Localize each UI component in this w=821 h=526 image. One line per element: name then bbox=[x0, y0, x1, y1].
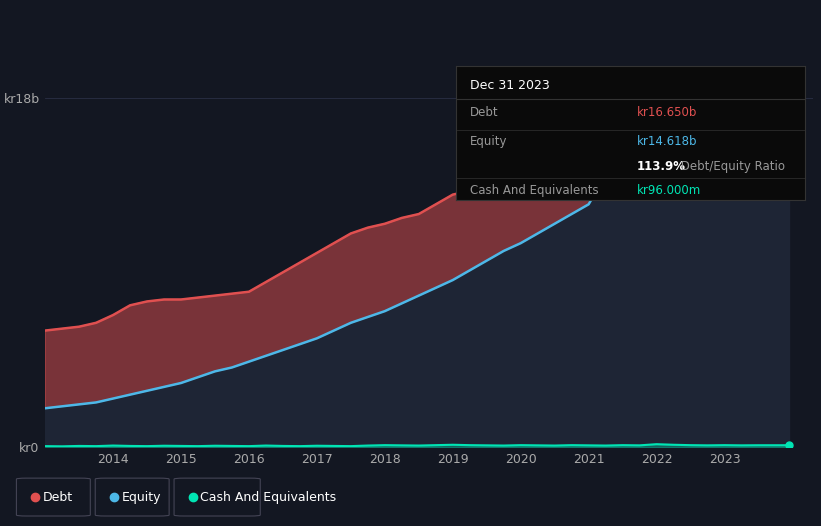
Text: kr16.650b: kr16.650b bbox=[637, 106, 698, 119]
Text: kr96.000m: kr96.000m bbox=[637, 184, 701, 197]
Text: kr14.618b: kr14.618b bbox=[637, 136, 698, 148]
Text: Cash And Equivalents: Cash And Equivalents bbox=[470, 184, 599, 197]
Text: Dec 31 2023: Dec 31 2023 bbox=[470, 79, 549, 92]
Text: Equity: Equity bbox=[122, 491, 161, 503]
Text: Equity: Equity bbox=[470, 136, 507, 148]
Text: Debt: Debt bbox=[43, 491, 72, 503]
Text: Debt/Equity Ratio: Debt/Equity Ratio bbox=[677, 160, 785, 173]
Text: Cash And Equivalents: Cash And Equivalents bbox=[200, 491, 337, 503]
Text: 113.9%: 113.9% bbox=[637, 160, 686, 173]
Text: Debt: Debt bbox=[470, 106, 498, 119]
